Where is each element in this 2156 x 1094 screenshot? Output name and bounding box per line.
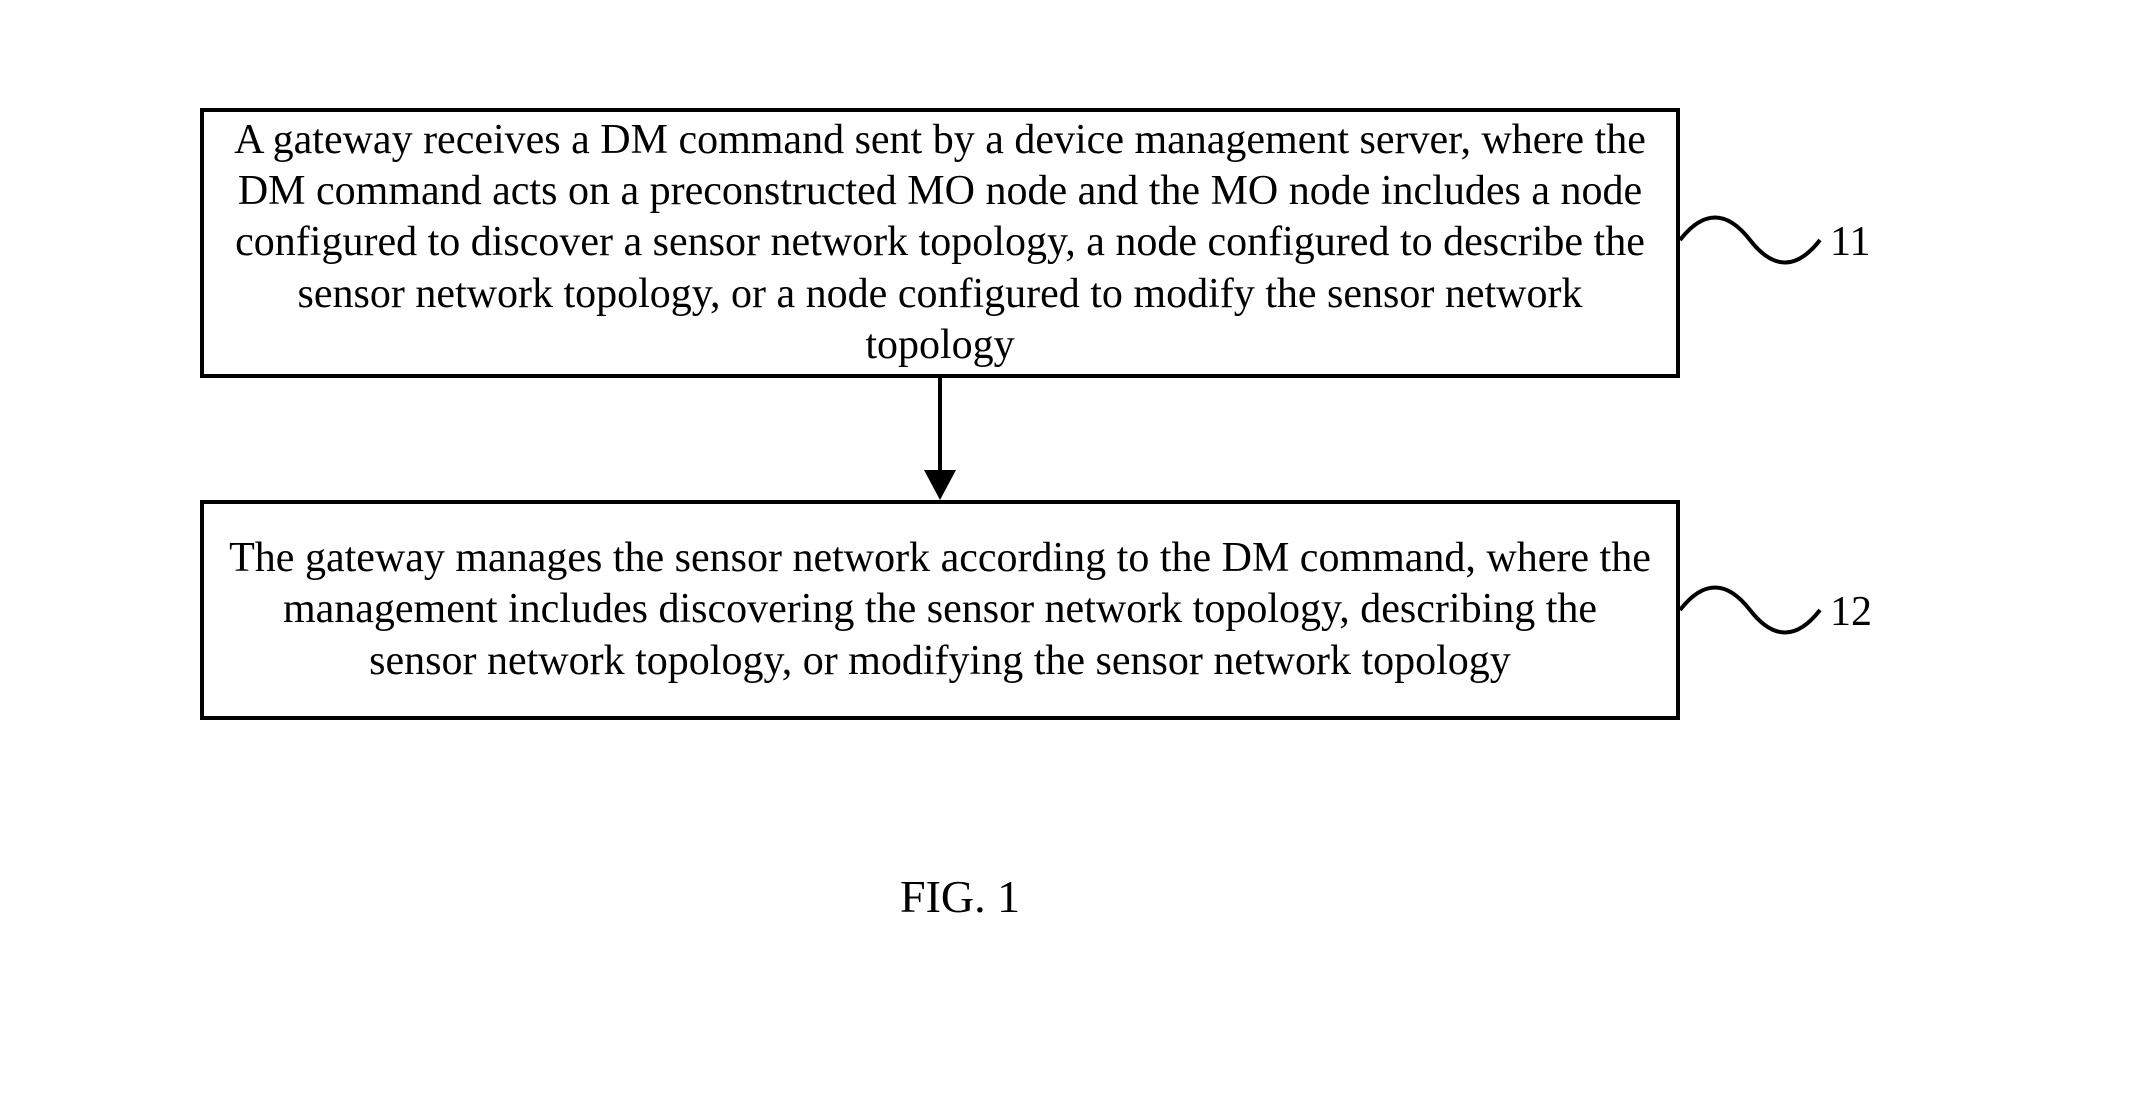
flowchart-canvas: A gateway receives a DM command sent by … — [0, 0, 2156, 1094]
figure-caption: FIG. 1 — [900, 870, 1020, 923]
ref-connector-1 — [1680, 200, 1830, 280]
flow-box-2: The gateway manages the sensor network a… — [200, 500, 1680, 720]
ref-connector-2 — [1680, 570, 1830, 650]
flow-box-2-text: The gateway manages the sensor network a… — [228, 533, 1652, 687]
flow-box-1-text: A gateway receives a DM command sent by … — [228, 115, 1652, 371]
ref-label-11: 11 — [1830, 218, 1870, 266]
flow-box-1: A gateway receives a DM command sent by … — [200, 108, 1680, 378]
ref-label-12: 12 — [1830, 588, 1872, 636]
flow-arrow-1-2 — [910, 378, 970, 504]
